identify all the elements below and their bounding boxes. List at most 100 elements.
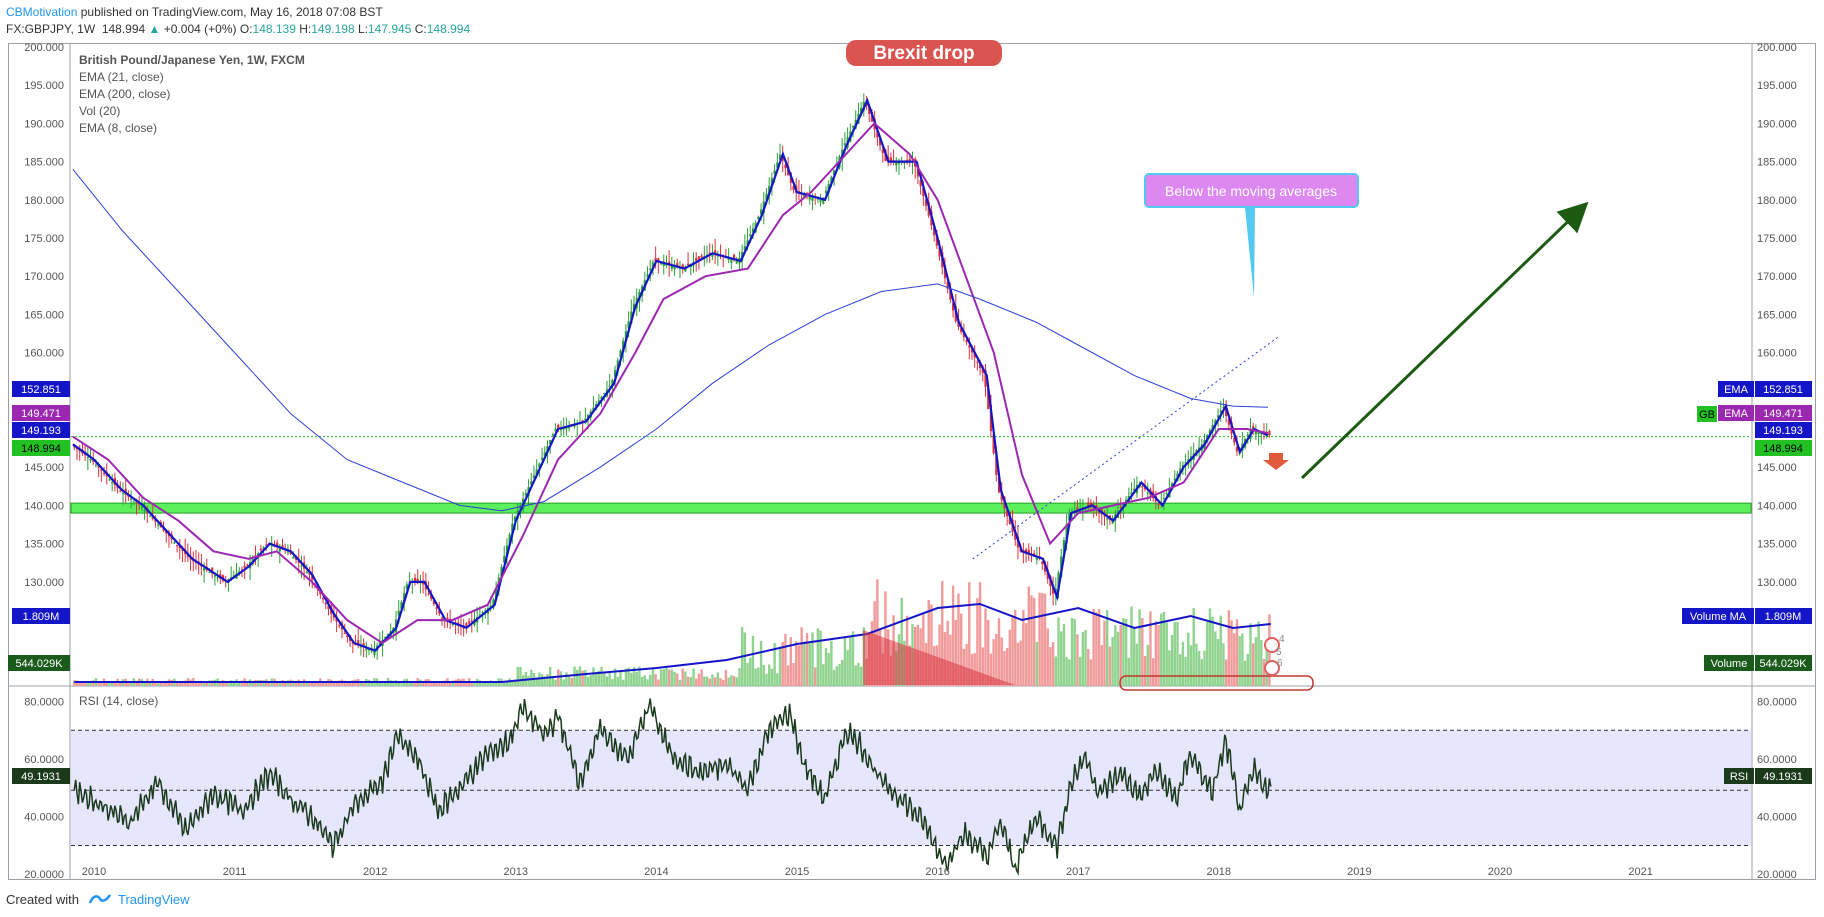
volume-bar — [1027, 586, 1030, 686]
volume-bar — [735, 677, 738, 686]
candle-body — [1268, 430, 1271, 436]
candle-body — [681, 264, 684, 269]
volume-bar — [789, 637, 793, 686]
candle-body — [1257, 432, 1260, 435]
rsi-tick-left: 60.0000 — [24, 754, 64, 766]
right-price-labels: EMA 152.851 GB EMA 149.471 149.193 148.9… — [1682, 381, 1812, 784]
tradingview-link[interactable]: TradingView — [118, 892, 190, 907]
volume-bar — [1243, 660, 1247, 686]
candle-body — [646, 274, 649, 277]
candle-body — [697, 256, 701, 260]
volume-bar — [370, 682, 373, 686]
volume-bar — [673, 671, 676, 686]
volume-bar — [519, 666, 522, 686]
volume-bar — [773, 643, 776, 686]
candle-body — [1052, 585, 1055, 594]
published-text: published on TradingView.com, May 16, 20… — [80, 5, 383, 19]
legend-ema8: EMA (8, close) — [79, 121, 157, 135]
candle-body — [935, 234, 938, 246]
price-tick-right: 180.000 — [1757, 195, 1797, 207]
candle-body — [278, 548, 281, 552]
volume-bar — [389, 680, 392, 686]
volume-bar — [540, 674, 544, 686]
volume-bar — [113, 681, 117, 686]
volume-bar — [1032, 597, 1036, 686]
time-tick: 2014 — [644, 866, 668, 878]
candle-body — [897, 161, 901, 164]
candle-body — [405, 584, 408, 589]
volume-bar — [1233, 633, 1236, 686]
volume-bar — [335, 680, 338, 686]
volume-bar — [992, 639, 995, 686]
volume-bar — [984, 608, 987, 686]
volume-bar — [1043, 593, 1047, 686]
volume-bar — [959, 613, 963, 686]
volume-bar — [805, 633, 809, 686]
candle-body — [254, 555, 257, 557]
candle-body — [400, 601, 403, 609]
candle-body — [922, 187, 925, 197]
volume-bar — [800, 627, 803, 686]
volume-bar — [611, 679, 614, 686]
volume-bar — [581, 670, 584, 686]
candle-body — [467, 621, 471, 624]
candle-body — [432, 600, 436, 604]
volume-bar — [1041, 593, 1044, 686]
rsi-tick-right: 20.0000 — [1757, 869, 1797, 881]
volume-bar — [954, 620, 957, 686]
candle-body — [338, 625, 341, 627]
below-ma-callout: Below the moving averages — [1144, 173, 1359, 298]
volume-bar — [973, 653, 976, 686]
candle-body — [462, 627, 465, 629]
volume-bar — [1092, 608, 1095, 686]
ema21-left-label: 149.471 — [21, 408, 61, 420]
candle-body — [1057, 572, 1060, 592]
candle-body — [86, 457, 89, 459]
volume-bar — [570, 678, 574, 686]
symbol-label[interactable]: FX:GBPJPY, 1W — [6, 22, 96, 36]
volume-bar — [256, 680, 260, 686]
volume-bar — [397, 681, 400, 686]
candle-body — [622, 340, 625, 353]
volume-bar — [546, 674, 549, 686]
volume-bar — [624, 668, 628, 686]
volume-bar — [86, 682, 90, 686]
volume-bar — [1122, 617, 1125, 686]
volume-bar — [1151, 658, 1155, 686]
candle-body — [173, 542, 176, 544]
volume-bar — [849, 635, 852, 686]
volume-bar — [75, 680, 79, 686]
volume-bar — [143, 682, 146, 686]
volume-bar — [211, 680, 214, 686]
candle-body — [440, 617, 444, 619]
volume-bar — [1260, 640, 1263, 686]
candle-body — [711, 253, 714, 257]
price-tick-right: 175.000 — [1757, 233, 1797, 245]
time-tick: 2013 — [504, 866, 528, 878]
candle-body — [186, 554, 189, 557]
candle-body — [1106, 518, 1109, 520]
candle-body — [100, 468, 103, 471]
publisher-link[interactable]: CBMotivation — [6, 5, 78, 19]
volume-bar — [227, 682, 230, 686]
volume-bar — [473, 681, 476, 686]
candle-body — [670, 265, 673, 269]
volume-bar — [676, 673, 679, 686]
volume-bar — [413, 682, 417, 686]
volume-bar — [927, 599, 930, 686]
volume-bar — [1068, 659, 1071, 686]
candle-body — [808, 196, 811, 200]
volume-bar — [332, 681, 336, 686]
down-arrow-icon — [1263, 453, 1289, 470]
tradingview-logo-icon — [88, 894, 111, 904]
candle-body — [367, 649, 371, 651]
candle-body — [157, 524, 160, 526]
volume-bar — [278, 681, 282, 686]
volume-bar — [713, 677, 717, 686]
volume-bar — [127, 682, 130, 686]
volume-bar — [1065, 656, 1068, 686]
volume-bar — [1019, 640, 1022, 686]
volume-bar — [78, 680, 81, 686]
candle-body — [1184, 462, 1187, 464]
